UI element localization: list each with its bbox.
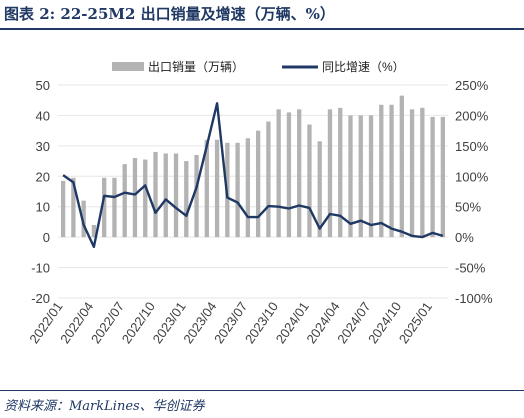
bar-2022/05	[102, 177, 107, 238]
bar-2022/08	[132, 158, 138, 238]
left-tick-label: 20	[36, 169, 50, 184]
right-tick-label: 0%	[455, 230, 474, 245]
right-axis-ticks: -100% -50% 0% 50% 100% 150% 200% 250%	[455, 78, 493, 306]
right-tick-label: 150%	[455, 139, 489, 154]
bar-2024/08	[379, 104, 384, 238]
title-rule	[0, 28, 524, 30]
chart-title: 图表 2: 22-25M2 出口销量及增速（万辆、%）	[4, 5, 335, 23]
bars	[60, 95, 446, 238]
left-tick-label: 50	[36, 78, 50, 93]
bar-2022/03	[81, 200, 86, 238]
legend-line-label: 同比增速（%）	[322, 60, 405, 74]
bar-2023/07	[245, 138, 251, 238]
left-tick-label: 10	[36, 200, 50, 215]
right-tick-label: 250%	[455, 78, 489, 93]
bar-2022/06	[112, 177, 117, 238]
bar-2022/09	[143, 159, 148, 238]
legend-bar-label: 出口销量（万辆）	[148, 60, 244, 74]
right-tick-label: 50%	[455, 200, 481, 215]
bar-2022/02	[71, 177, 76, 238]
bar-2024/07	[368, 115, 374, 238]
left-tick-label: 0	[43, 230, 50, 245]
right-tick-label: 200%	[455, 108, 489, 123]
bar-2022/07	[122, 164, 127, 238]
bar-2022/12	[173, 153, 179, 238]
left-tick-label: 40	[36, 108, 50, 123]
bar-2023/04	[214, 139, 220, 238]
bar-2025/02	[440, 116, 446, 238]
x-axis-ticks: 2022/012022/042022/072022/102023/012023/…	[26, 299, 435, 346]
bar-2024/04	[338, 107, 343, 238]
right-tick-label: 100%	[455, 169, 489, 184]
bar-2024/10	[399, 95, 404, 238]
source-note: 资料来源：MarkLines、华创证券	[4, 399, 205, 414]
bar-2023/08	[255, 130, 261, 238]
bar-2023/12	[297, 109, 302, 238]
legend-bar-swatch	[112, 62, 144, 71]
bar-2023/02	[194, 154, 199, 238]
bar-2023/03	[204, 139, 209, 238]
right-tick-label: -50%	[455, 261, 486, 276]
bar-2024/02	[317, 141, 322, 238]
bar-2022/11	[163, 153, 168, 238]
bar-2024/06	[358, 115, 363, 238]
bar-2025/01	[430, 116, 435, 238]
bar-2022/10	[153, 151, 158, 238]
right-tick-label: -100%	[455, 291, 493, 306]
bar-2023/09	[266, 121, 271, 238]
bar-2022/04	[91, 224, 97, 238]
footer-rule	[0, 390, 524, 391]
left-tick-label: -20	[31, 291, 50, 306]
bar-2023/11	[286, 112, 292, 238]
legend: 出口销量（万辆） 同比增速（%）	[112, 60, 405, 74]
left-tick-label: -10	[31, 261, 50, 276]
bar-2024/01	[307, 124, 312, 238]
bar-2023/10	[276, 109, 281, 238]
bar-2023/06	[235, 142, 240, 238]
bar-2024/09	[389, 104, 394, 238]
left-tick-label: 30	[36, 139, 50, 154]
bar-2024/05	[348, 115, 353, 238]
bar-2024/03	[327, 109, 333, 238]
bar-2024/12	[420, 107, 425, 238]
left-axis-ticks: -20 -10 0 10 20 30 40 50	[31, 78, 50, 306]
bar-2023/01	[184, 161, 189, 238]
bar-2024/11	[409, 109, 415, 238]
bar-2022/01	[60, 180, 66, 238]
growth-line	[62, 102, 444, 249]
